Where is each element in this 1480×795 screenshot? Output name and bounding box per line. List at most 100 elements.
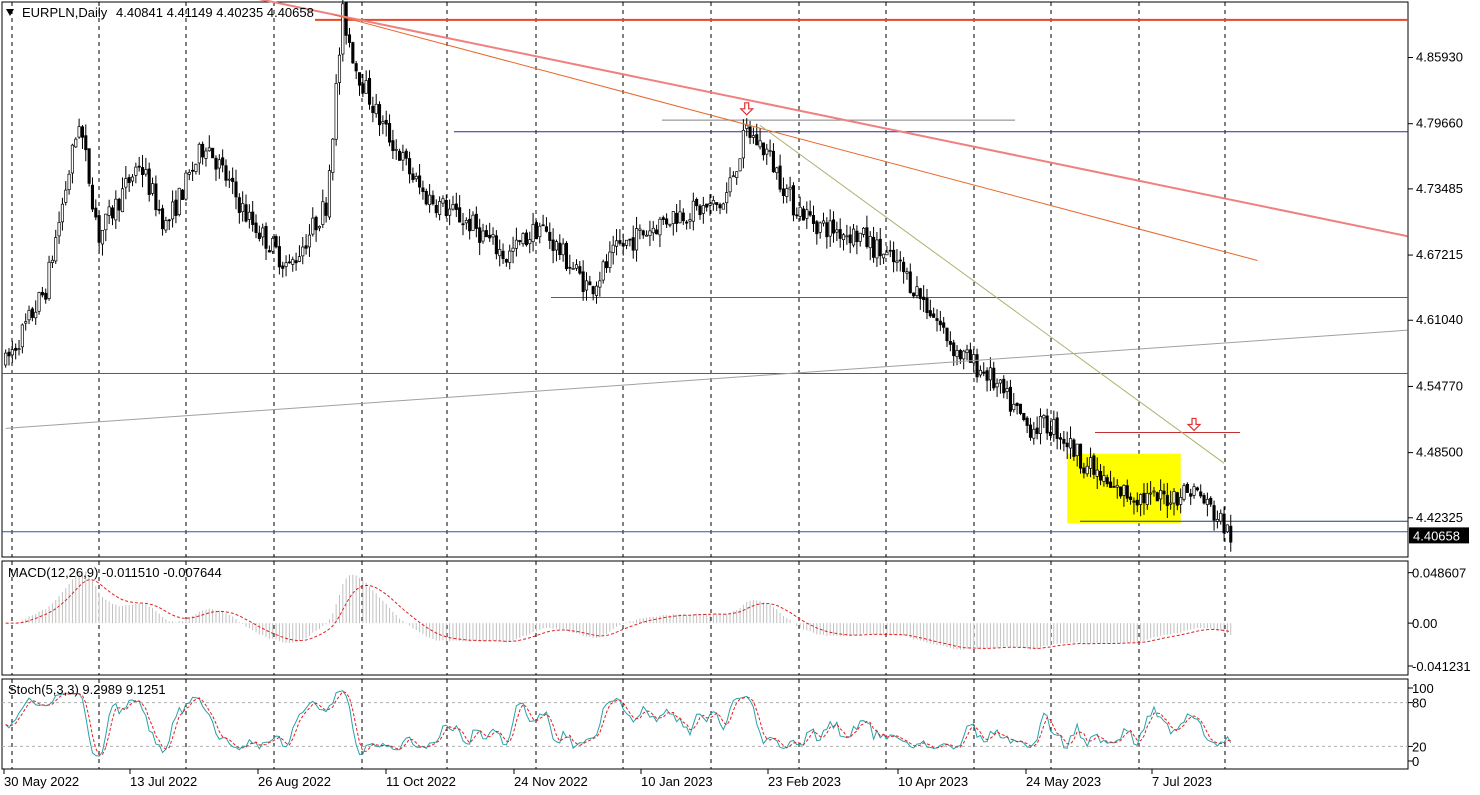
candle-body	[157, 209, 161, 211]
candle-body	[321, 201, 325, 225]
candle-body	[361, 83, 365, 94]
candle-body	[434, 204, 438, 214]
candle-body	[541, 224, 545, 227]
candle-body	[1078, 443, 1083, 469]
candle-body	[37, 292, 41, 312]
candle-body	[317, 226, 322, 229]
candle-body	[374, 103, 378, 115]
candle-body	[1115, 485, 1119, 488]
candle-body	[247, 211, 251, 220]
candle-body	[421, 187, 425, 193]
candle-body	[267, 250, 271, 253]
macd-tick-label: -0.041231	[1412, 659, 1471, 674]
candle-body	[551, 239, 555, 251]
price-tick-label: 4.48500	[1416, 445, 1463, 460]
candle-body	[244, 204, 248, 222]
date-tick-label: 13 Jul 2022	[130, 774, 197, 789]
candle-body	[1048, 431, 1053, 436]
price-tick-label: 4.61040	[1416, 312, 1463, 327]
candle-body	[831, 219, 836, 234]
candle-body	[1122, 485, 1126, 496]
candle-body	[284, 262, 288, 267]
candle-body	[668, 223, 672, 226]
ohlc-values: 4.40841 4.41149 4.40235 4.40658	[116, 5, 314, 20]
candle-body	[1055, 417, 1059, 439]
candle-body	[40, 291, 44, 296]
candle-body	[601, 261, 605, 281]
candle-body	[1072, 439, 1076, 457]
candle-body	[488, 234, 492, 239]
candle-body	[97, 215, 101, 243]
candle-body	[578, 266, 582, 274]
candle-body	[635, 228, 639, 251]
price-axis: 4.85930 4.79660 4.73485 4.67215 4.61040 4.547…	[1408, 50, 1469, 544]
candle-body	[584, 280, 589, 291]
candle-body	[357, 72, 362, 86]
candle-body	[721, 203, 725, 210]
candle-body	[137, 165, 141, 168]
date-tick-label: 23 Feb 2023	[768, 774, 841, 789]
candle-body	[731, 175, 735, 178]
candle-body	[1105, 477, 1109, 485]
candle-body	[104, 213, 108, 231]
candle-body	[825, 222, 829, 238]
candle-body	[902, 261, 906, 273]
candle-body	[935, 318, 939, 321]
candle-body	[231, 177, 235, 182]
candle-body	[1082, 467, 1086, 474]
candle-body	[1162, 490, 1166, 495]
candle-body	[918, 288, 922, 299]
candle-body	[912, 292, 916, 297]
candle-body	[828, 220, 832, 237]
candle-body	[207, 147, 211, 152]
candle-body	[110, 207, 115, 219]
candle-body	[354, 63, 358, 72]
triangle-down-icon[interactable]	[6, 9, 14, 16]
candle-body	[741, 130, 745, 159]
candle-body	[1132, 500, 1136, 503]
candle-body	[1032, 428, 1036, 439]
candle-body	[1058, 437, 1063, 440]
candle-body	[454, 203, 458, 210]
candle-body	[468, 218, 472, 232]
candle-body	[895, 260, 899, 263]
candle-body	[1088, 457, 1093, 469]
candle-body	[915, 286, 919, 297]
candle-body	[738, 158, 742, 172]
candle-body	[798, 206, 802, 217]
candle-body	[594, 285, 599, 296]
candle-body	[1005, 388, 1009, 392]
candle-body	[1195, 487, 1199, 491]
stochastic-panel[interactable]	[1, 678, 1409, 770]
candle-body	[1099, 471, 1103, 481]
candle-body	[611, 244, 615, 253]
candle-body	[281, 265, 285, 269]
trendlines	[5, 0, 1408, 464]
candle-body	[114, 198, 118, 221]
candle-body	[1165, 494, 1169, 506]
candle-body	[337, 54, 342, 83]
macd-signal-line	[5, 579, 1231, 649]
candle-body	[965, 349, 969, 353]
candle-body	[588, 281, 592, 286]
macd-panel[interactable]	[1, 560, 1409, 676]
candle-body	[418, 175, 422, 188]
candle-body	[10, 349, 14, 356]
candle-body	[795, 214, 799, 217]
price-tick-label: 4.79660	[1416, 116, 1463, 131]
candle-body	[631, 237, 635, 251]
candle-body	[1112, 486, 1116, 488]
candle-body	[100, 229, 105, 245]
candle-body	[511, 247, 515, 252]
candle-body	[701, 205, 705, 214]
main-price-panel[interactable]	[1, 1, 1409, 558]
candle-body	[1028, 424, 1033, 438]
candle-body	[938, 320, 942, 326]
candle-body	[478, 227, 482, 243]
candle-body	[838, 229, 842, 239]
candle-body	[214, 157, 218, 170]
candle-body	[388, 123, 392, 143]
trendline	[759, 124, 1225, 464]
candle-body	[761, 142, 765, 156]
